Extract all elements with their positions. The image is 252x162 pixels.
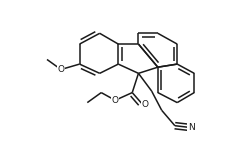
Text: N: N — [188, 123, 195, 132]
Text: O: O — [112, 96, 119, 105]
Text: O: O — [57, 65, 65, 74]
Text: O: O — [142, 100, 149, 109]
